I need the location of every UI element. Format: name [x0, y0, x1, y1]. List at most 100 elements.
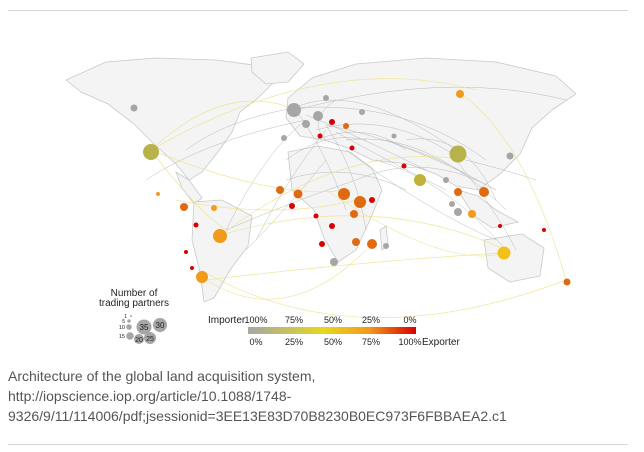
continents [65, 51, 577, 303]
node-west-africa [293, 189, 303, 199]
size-legend-circle-1 [130, 315, 132, 317]
share-bottom-tick-3: 75% [362, 337, 380, 347]
caption-line-1: Architecture of the global land acquisit… [8, 368, 316, 384]
node-malaysia [454, 208, 462, 216]
figure-caption: Architecture of the global land acquisit… [8, 366, 608, 426]
node-mali [289, 203, 295, 209]
size-legend-circle-20 [134, 334, 144, 344]
size-legend-value-1: 1 [124, 314, 127, 320]
node-poland [329, 119, 335, 125]
node-mongolia [443, 177, 449, 183]
share-bottom-tick-0: 0% [249, 337, 262, 347]
southeast-asia-shape [457, 189, 520, 229]
share-legend: Importer 100% 75% 50% 25% 0% 0% 25% 50% … [208, 315, 460, 348]
share-top-tick-3: 25% [362, 315, 380, 325]
node-uk [287, 103, 301, 117]
bottom-divider [8, 444, 628, 445]
node-mozambique [367, 239, 377, 249]
size-legend-value-10: 10 [119, 325, 125, 331]
size-legend-circle-10 [126, 324, 132, 330]
land-trade-map: Number of trading partners 1 5 10 15 35 … [65, 51, 577, 348]
north-america-shape [65, 57, 277, 181]
node-morocco [276, 186, 284, 194]
node-alaska [130, 104, 138, 112]
size-legend-value-20: 20 [135, 337, 143, 344]
node-canada [143, 144, 159, 160]
node-china [449, 145, 467, 163]
node-us-south [156, 192, 160, 196]
share-top-tick-2: 50% [324, 315, 342, 325]
node-brazil [213, 229, 227, 243]
node-scandinavia [323, 95, 329, 101]
size-legend-circle-15 [126, 332, 134, 340]
node-peru [184, 250, 188, 254]
node-kenya [350, 210, 358, 218]
size-legend-circle-35 [136, 319, 152, 335]
node-pacific [542, 228, 546, 232]
node-new-zealand [563, 278, 571, 286]
central-america-shape [175, 171, 203, 205]
exporter-label: Exporter [422, 337, 460, 348]
node-angola [319, 241, 325, 247]
top-divider [8, 10, 628, 11]
node-russia-w [359, 109, 365, 115]
node-turkey [349, 145, 355, 151]
share-top-tick-0: 100% [244, 315, 267, 325]
size-legend-value-15: 15 [119, 334, 125, 340]
importer-label: Importer [208, 315, 246, 326]
node-spain [281, 135, 287, 141]
size-legend-circle-5 [127, 319, 131, 323]
eurasia-shape [285, 57, 577, 191]
country-nodes [130, 90, 571, 286]
caption-line-2: http://iopscience.iop.org/article/10.108… [8, 388, 292, 404]
node-madagascar [383, 243, 389, 249]
size-legend-value-5: 5 [122, 319, 125, 325]
size-legend-title-2: trading partners [99, 298, 169, 309]
share-bottom-tick-4: 100% [398, 337, 421, 347]
size-legend-value-35: 35 [140, 323, 149, 332]
node-sudan [354, 196, 366, 208]
share-top-tick-1: 75% [285, 315, 303, 325]
node-argentina [196, 271, 208, 283]
node-russia-e [456, 90, 464, 98]
size-legend-value-30: 30 [156, 321, 165, 330]
node-thailand [449, 201, 455, 207]
share-gradient-bar [248, 327, 416, 334]
greenland-shape [250, 51, 305, 85]
africa-shape [287, 145, 383, 263]
australia-shape [483, 233, 545, 283]
node-chile [190, 266, 194, 270]
share-bottom-tick-1: 25% [285, 337, 303, 347]
node-png [498, 224, 502, 228]
node-ethiopia [369, 197, 375, 203]
node-mexico [180, 203, 188, 211]
south-america-shape [191, 199, 253, 303]
node-nigeria [313, 213, 319, 219]
yellow-trade-links [150, 78, 567, 318]
node-kazakhstan [391, 133, 397, 139]
node-india [414, 174, 426, 186]
node-congo [329, 223, 335, 229]
node-egypt [338, 188, 350, 200]
gray-trade-links [145, 86, 567, 251]
node-indonesia [468, 210, 476, 218]
node-tanzania [352, 238, 360, 246]
node-france [302, 120, 310, 128]
node-germany [313, 111, 323, 121]
node-ukraine [343, 123, 349, 129]
node-vietnam [454, 188, 462, 196]
caption-line-3: 9326/9/11/114006/pdf;jsessionid=3EE13E83… [8, 408, 507, 424]
share-top-tick-4: 0% [403, 315, 416, 325]
node-south-africa [330, 258, 338, 266]
share-bottom-tick-2: 50% [324, 337, 342, 347]
node-colombia [193, 222, 199, 228]
size-legend-circle-30 [153, 318, 167, 332]
node-australia [497, 246, 511, 260]
size-legend-circle-25 [144, 332, 156, 344]
size-legend-value-25: 25 [146, 336, 154, 343]
node-caribbean [211, 205, 217, 211]
node-italy [317, 133, 323, 139]
node-japan [506, 152, 514, 160]
size-legend-title-1: Number of [111, 288, 158, 299]
node-pakistan [401, 163, 407, 169]
